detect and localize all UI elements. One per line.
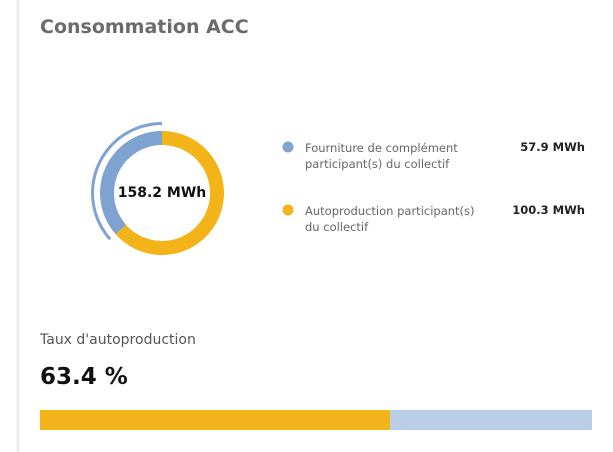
legend-dot xyxy=(282,141,294,153)
legend-label: Fourniture de complément participant(s) … xyxy=(305,141,458,171)
legend-dot xyxy=(282,204,294,216)
legend-value: 57.9 MWh xyxy=(520,140,585,154)
center-text: 158.2 MWh xyxy=(118,185,207,201)
donut-segment xyxy=(100,131,162,235)
progress-bar xyxy=(40,410,390,430)
card-title: Consommation ACC xyxy=(40,16,249,38)
legend-label: Autoproduction participant(s) du collect… xyxy=(305,204,475,234)
donut-segment xyxy=(115,131,224,255)
progress-label: Taux d'autoproduction xyxy=(40,332,196,348)
legend-value: 100.3 MWh xyxy=(512,203,585,217)
progress-value: 63.4 % xyxy=(40,364,128,390)
